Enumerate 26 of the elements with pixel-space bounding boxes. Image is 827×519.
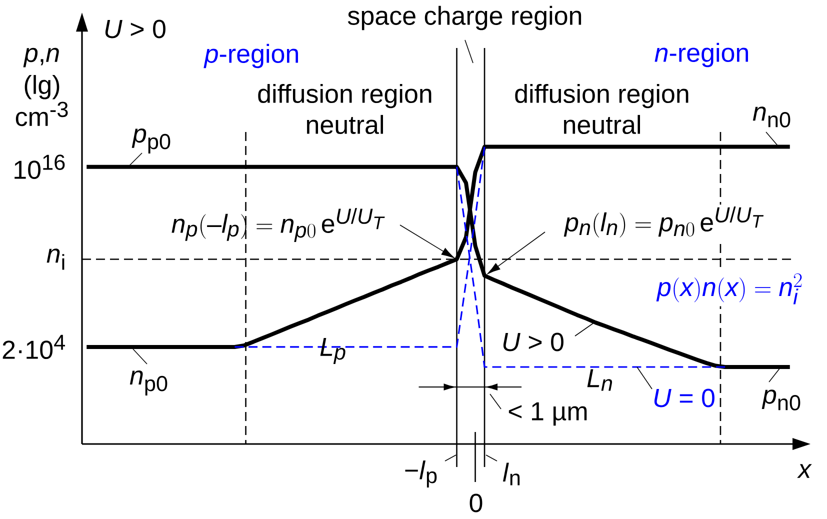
annotation: < 1 µm [508,402,587,426]
annotation: n-region [654,42,748,68]
annotation: diffusion region neutral [258,84,432,134]
y-axis-title: p,n (lg) cm$^{-3}$ [16,48,68,126]
annotation: p$_{n0}$ [762,390,800,410]
annotation: U > 0 [503,332,564,352]
annotation: space charge region [348,6,582,30]
annotation: n$_{n0}$ [752,106,790,128]
annotation: $p_n(l_n) = p_{n0}\,\mathrm{e}^{U/U_T}$ [564,206,764,238]
y-tick-label: n$_{i}$ [46,248,64,270]
annotation: diffusion region neutral [515,84,688,134]
annotation: p-region [204,44,298,68]
x-axis-title: x [797,464,812,478]
y-tick-label: 2·10$^{4}$ [2,334,66,360]
annotation: $p(x)n(x) = n_i^2$ [656,273,802,304]
text: l$_{n}$ [502,462,520,486]
y-tick-label: 10$^{16}$ [14,154,65,180]
annotation: p$_{p0}$ [132,128,170,154]
text: 0 [470,494,482,512]
text: −l$_{p}$ [405,460,437,488]
annotation: n$_{p0}$ [130,370,168,396]
annotation: U > 0 [105,20,166,38]
annotation: $n_p(-l_p) = n_{p0}\,\mathrm{e}^{U/U_T}$ [172,208,385,242]
annotation: U = 0 [654,388,714,408]
annotation: $L_p$ [320,338,346,364]
annotation: $L_n$ [587,369,612,391]
